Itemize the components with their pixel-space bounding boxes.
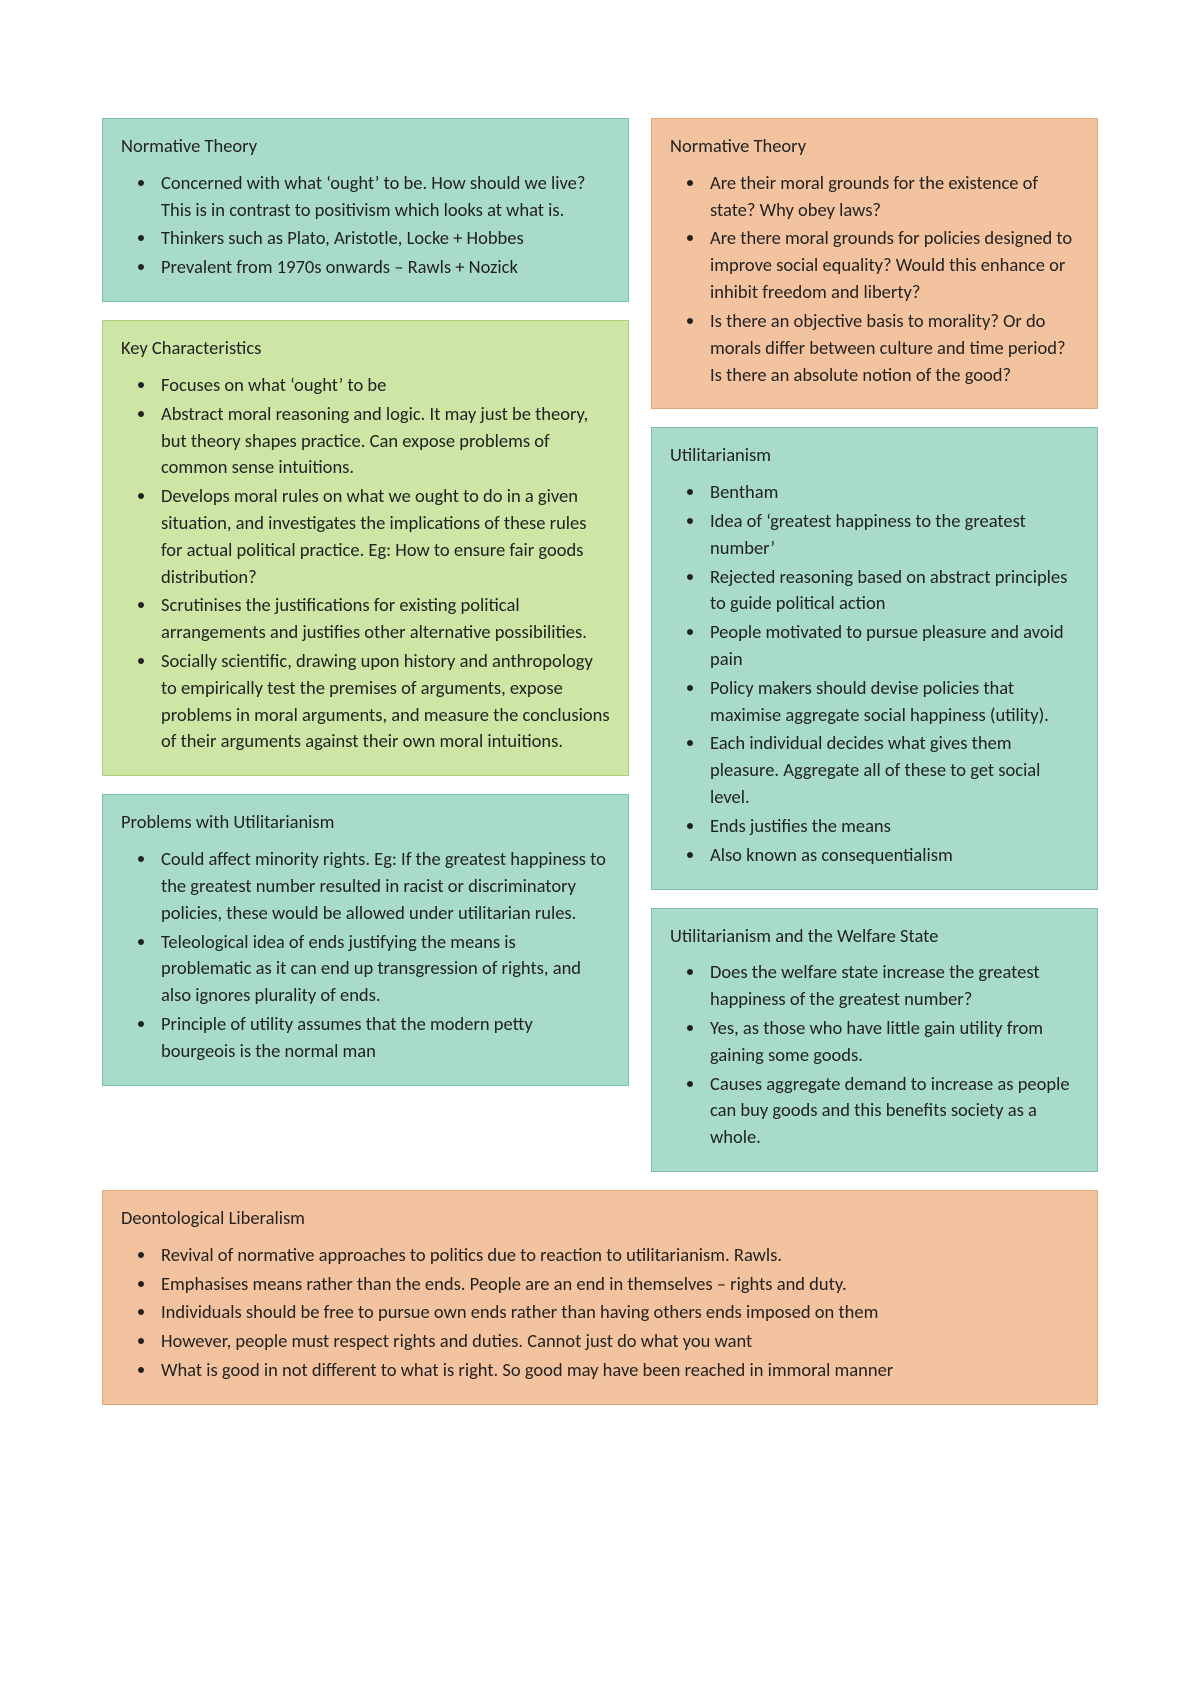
list-item: Bentham (706, 479, 1079, 506)
card-problems-utilitarianism: Problems with Utilitarianism Could affec… (102, 794, 629, 1085)
list-item: Focuses on what ‘ought’ to be (157, 372, 610, 399)
list-item: Policy makers should devise policies tha… (706, 675, 1079, 729)
card-welfare-state: Utilitarianism and the Welfare State Doe… (651, 908, 1098, 1173)
list-item: Ends justifies the means (706, 813, 1079, 840)
card-list: Revival of normative approaches to polit… (121, 1242, 1079, 1384)
list-item: Emphasises means rather than the ends. P… (157, 1271, 1079, 1298)
card-title: Utilitarianism (670, 442, 1079, 469)
list-item: People motivated to pursue pleasure and … (706, 619, 1079, 673)
list-item: Develops moral rules on what we ought to… (157, 483, 610, 590)
list-item: Principle of utility assumes that the mo… (157, 1011, 610, 1065)
list-item: Are their moral grounds for the existenc… (706, 170, 1079, 224)
list-item: Rejected reasoning based on abstract pri… (706, 564, 1079, 618)
list-item: Each individual decides what gives them … (706, 730, 1079, 810)
list-item: Also known as consequentialism (706, 842, 1079, 869)
list-item: Socially scientific, drawing upon histor… (157, 648, 610, 755)
list-item: Scrutinises the justifications for exist… (157, 592, 610, 646)
card-normative-left: Normative Theory Concerned with what ‘ou… (102, 118, 629, 302)
card-deontological-liberalism: Deontological Liberalism Revival of norm… (102, 1190, 1098, 1405)
two-column-layout: Normative Theory Concerned with what ‘ou… (102, 118, 1098, 1172)
list-item: Abstract moral reasoning and logic. It m… (157, 401, 610, 481)
list-item: Individuals should be free to pursue own… (157, 1299, 1079, 1326)
card-list: Does the welfare state increase the grea… (670, 959, 1079, 1151)
list-item: Revival of normative approaches to polit… (157, 1242, 1079, 1269)
card-title: Deontological Liberalism (121, 1205, 1079, 1232)
card-title: Normative Theory (121, 133, 610, 160)
list-item: Does the welfare state increase the grea… (706, 959, 1079, 1013)
card-utilitarianism: Utilitarianism Bentham Idea of ‘greatest… (651, 427, 1098, 889)
card-list: Could affect minority rights. Eg: If the… (121, 846, 610, 1065)
list-item: Causes aggregate demand to increase as p… (706, 1071, 1079, 1151)
card-title: Normative Theory (670, 133, 1079, 160)
column-right: Normative Theory Are their moral grounds… (651, 118, 1098, 1172)
list-item: Idea of ‘greatest happiness to the great… (706, 508, 1079, 562)
card-list: Concerned with what ‘ought’ to be. How s… (121, 170, 610, 281)
list-item: Could affect minority rights. Eg: If the… (157, 846, 610, 926)
card-title: Utilitarianism and the Welfare State (670, 923, 1079, 950)
card-list: Focuses on what ‘ought’ to be Abstract m… (121, 372, 610, 755)
list-item: Yes, as those who have little gain utili… (706, 1015, 1079, 1069)
card-key-characteristics: Key Characteristics Focuses on what ‘oug… (102, 320, 629, 776)
column-left: Normative Theory Concerned with what ‘ou… (102, 118, 629, 1172)
list-item: Concerned with what ‘ought’ to be. How s… (157, 170, 610, 224)
list-item: What is good in not different to what is… (157, 1357, 1079, 1384)
card-list: Bentham Idea of ‘greatest happiness to t… (670, 479, 1079, 868)
list-item: Are there moral grounds for policies des… (706, 225, 1079, 305)
list-item: Teleological idea of ends justifying the… (157, 929, 610, 1009)
card-title: Problems with Utilitarianism (121, 809, 610, 836)
list-item: Prevalent from 1970s onwards – Rawls + N… (157, 254, 610, 281)
card-list: Are their moral grounds for the existenc… (670, 170, 1079, 389)
card-normative-right: Normative Theory Are their moral grounds… (651, 118, 1098, 409)
card-title: Key Characteristics (121, 335, 610, 362)
list-item: Thinkers such as Plato, Aristotle, Locke… (157, 225, 610, 252)
list-item: Is there an objective basis to morality?… (706, 308, 1079, 388)
list-item: However, people must respect rights and … (157, 1328, 1079, 1355)
